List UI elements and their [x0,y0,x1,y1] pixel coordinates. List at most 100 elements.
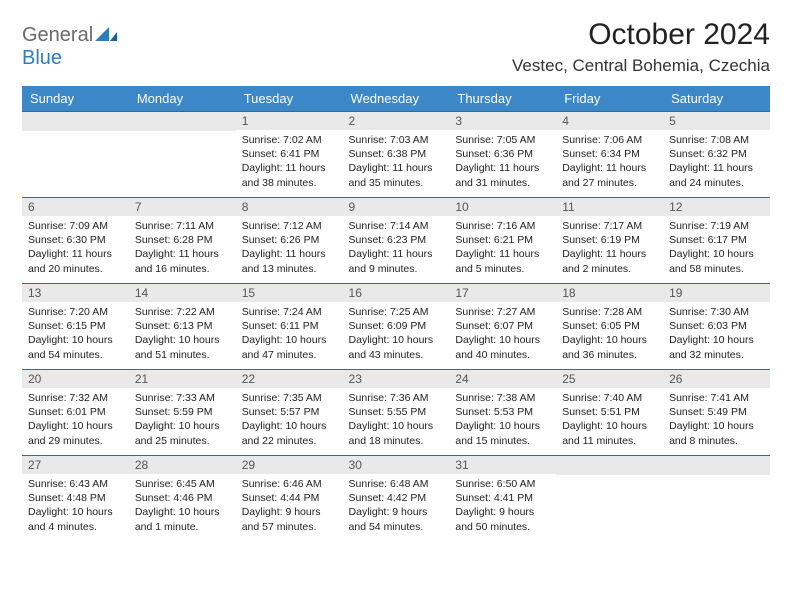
sunset-text: Sunset: 6:13 PM [135,319,230,333]
calendar-cell [556,455,663,541]
sunrise-text: Sunrise: 6:45 AM [135,477,230,491]
sunrise-text: Sunrise: 7:19 AM [669,219,764,233]
daylight-text: Daylight: 11 hours and 16 minutes. [135,247,230,275]
logo-sail-icon [95,25,117,46]
calendar-cell: 21Sunrise: 7:33 AMSunset: 5:59 PMDayligh… [129,369,236,455]
daylight-text: Daylight: 9 hours and 57 minutes. [242,505,337,533]
sunset-text: Sunset: 4:41 PM [455,491,550,505]
daylight-text: Daylight: 10 hours and 47 minutes. [242,333,337,361]
calendar-cell: 23Sunrise: 7:36 AMSunset: 5:55 PMDayligh… [343,369,450,455]
day-body: Sunrise: 7:22 AMSunset: 6:13 PMDaylight:… [129,302,236,366]
calendar-cell: 18Sunrise: 7:28 AMSunset: 6:05 PMDayligh… [556,283,663,369]
sunset-text: Sunset: 6:36 PM [455,147,550,161]
calendar-cell: 31Sunrise: 6:50 AMSunset: 4:41 PMDayligh… [449,455,556,541]
day-body: Sunrise: 7:33 AMSunset: 5:59 PMDaylight:… [129,388,236,452]
sunset-text: Sunset: 5:53 PM [455,405,550,419]
calendar-body: 1Sunrise: 7:02 AMSunset: 6:41 PMDaylight… [22,111,770,541]
empty-day-strip [556,455,663,475]
day-body: Sunrise: 7:16 AMSunset: 6:21 PMDaylight:… [449,216,556,280]
daylight-text: Daylight: 11 hours and 9 minutes. [349,247,444,275]
sunrise-text: Sunrise: 7:32 AM [28,391,123,405]
sunset-text: Sunset: 6:17 PM [669,233,764,247]
day-number: 30 [343,455,450,474]
calendar-cell: 20Sunrise: 7:32 AMSunset: 6:01 PMDayligh… [22,369,129,455]
day-number: 3 [449,111,556,130]
calendar-week-row: 20Sunrise: 7:32 AMSunset: 6:01 PMDayligh… [22,369,770,455]
sunset-text: Sunset: 6:19 PM [562,233,657,247]
calendar-cell: 15Sunrise: 7:24 AMSunset: 6:11 PMDayligh… [236,283,343,369]
sunrise-text: Sunrise: 7:27 AM [455,305,550,319]
day-number: 16 [343,283,450,302]
sunset-text: Sunset: 4:42 PM [349,491,444,505]
daylight-text: Daylight: 10 hours and 25 minutes. [135,419,230,447]
calendar-cell: 10Sunrise: 7:16 AMSunset: 6:21 PMDayligh… [449,197,556,283]
sunrise-text: Sunrise: 7:24 AM [242,305,337,319]
day-body: Sunrise: 7:40 AMSunset: 5:51 PMDaylight:… [556,388,663,452]
day-body: Sunrise: 7:24 AMSunset: 6:11 PMDaylight:… [236,302,343,366]
day-body: Sunrise: 7:36 AMSunset: 5:55 PMDaylight:… [343,388,450,452]
sunrise-text: Sunrise: 7:22 AM [135,305,230,319]
daylight-text: Daylight: 10 hours and 4 minutes. [28,505,123,533]
day-body: Sunrise: 7:25 AMSunset: 6:09 PMDaylight:… [343,302,450,366]
logo-text-general: General [22,24,93,46]
day-body: Sunrise: 7:02 AMSunset: 6:41 PMDaylight:… [236,130,343,194]
sunrise-text: Sunrise: 7:38 AM [455,391,550,405]
calendar-week-row: 6Sunrise: 7:09 AMSunset: 6:30 PMDaylight… [22,197,770,283]
sunset-text: Sunset: 6:23 PM [349,233,444,247]
daylight-text: Daylight: 10 hours and 1 minute. [135,505,230,533]
calendar-cell: 3Sunrise: 7:05 AMSunset: 6:36 PMDaylight… [449,111,556,197]
day-number: 8 [236,197,343,216]
day-body: Sunrise: 7:06 AMSunset: 6:34 PMDaylight:… [556,130,663,194]
day-number: 5 [663,111,770,130]
calendar-cell: 12Sunrise: 7:19 AMSunset: 6:17 PMDayligh… [663,197,770,283]
day-body: Sunrise: 7:17 AMSunset: 6:19 PMDaylight:… [556,216,663,280]
calendar-cell: 11Sunrise: 7:17 AMSunset: 6:19 PMDayligh… [556,197,663,283]
sunrise-text: Sunrise: 7:36 AM [349,391,444,405]
calendar-cell: 26Sunrise: 7:41 AMSunset: 5:49 PMDayligh… [663,369,770,455]
day-body: Sunrise: 6:50 AMSunset: 4:41 PMDaylight:… [449,474,556,538]
sunset-text: Sunset: 6:32 PM [669,147,764,161]
calendar-cell: 16Sunrise: 7:25 AMSunset: 6:09 PMDayligh… [343,283,450,369]
day-number: 29 [236,455,343,474]
calendar-cell: 27Sunrise: 6:43 AMSunset: 4:48 PMDayligh… [22,455,129,541]
day-number: 22 [236,369,343,388]
day-number: 11 [556,197,663,216]
sunset-text: Sunset: 6:05 PM [562,319,657,333]
logo-text-blue: Blue [22,47,62,69]
sunrise-text: Sunrise: 7:25 AM [349,305,444,319]
sunrise-text: Sunrise: 7:05 AM [455,133,550,147]
daylight-text: Daylight: 10 hours and 32 minutes. [669,333,764,361]
daylight-text: Daylight: 9 hours and 50 minutes. [455,505,550,533]
daylight-text: Daylight: 11 hours and 2 minutes. [562,247,657,275]
calendar-cell: 6Sunrise: 7:09 AMSunset: 6:30 PMDaylight… [22,197,129,283]
day-number: 7 [129,197,236,216]
day-number: 4 [556,111,663,130]
day-number: 6 [22,197,129,216]
daylight-text: Daylight: 11 hours and 24 minutes. [669,161,764,189]
calendar-cell: 14Sunrise: 7:22 AMSunset: 6:13 PMDayligh… [129,283,236,369]
calendar-cell: 9Sunrise: 7:14 AMSunset: 6:23 PMDaylight… [343,197,450,283]
day-body: Sunrise: 7:35 AMSunset: 5:57 PMDaylight:… [236,388,343,452]
day-header: Saturday [663,86,770,111]
calendar-table: SundayMondayTuesdayWednesdayThursdayFrid… [22,86,770,541]
sunset-text: Sunset: 6:21 PM [455,233,550,247]
sunrise-text: Sunrise: 7:09 AM [28,219,123,233]
sunset-text: Sunset: 4:44 PM [242,491,337,505]
sunrise-text: Sunrise: 7:35 AM [242,391,337,405]
calendar-week-row: 1Sunrise: 7:02 AMSunset: 6:41 PMDaylight… [22,111,770,197]
daylight-text: Daylight: 10 hours and 11 minutes. [562,419,657,447]
sunset-text: Sunset: 6:26 PM [242,233,337,247]
daylight-text: Daylight: 11 hours and 5 minutes. [455,247,550,275]
sunrise-text: Sunrise: 7:17 AM [562,219,657,233]
calendar-cell: 4Sunrise: 7:06 AMSunset: 6:34 PMDaylight… [556,111,663,197]
calendar-cell: 17Sunrise: 7:27 AMSunset: 6:07 PMDayligh… [449,283,556,369]
day-body: Sunrise: 6:46 AMSunset: 4:44 PMDaylight:… [236,474,343,538]
daylight-text: Daylight: 10 hours and 54 minutes. [28,333,123,361]
title-block: October 2024 Vestec, Central Bohemia, Cz… [512,18,770,76]
calendar-head: SundayMondayTuesdayWednesdayThursdayFrid… [22,86,770,111]
day-body: Sunrise: 7:41 AMSunset: 5:49 PMDaylight:… [663,388,770,452]
day-body: Sunrise: 7:05 AMSunset: 6:36 PMDaylight:… [449,130,556,194]
calendar-cell: 25Sunrise: 7:40 AMSunset: 5:51 PMDayligh… [556,369,663,455]
sunrise-text: Sunrise: 6:46 AM [242,477,337,491]
calendar-cell [129,111,236,197]
